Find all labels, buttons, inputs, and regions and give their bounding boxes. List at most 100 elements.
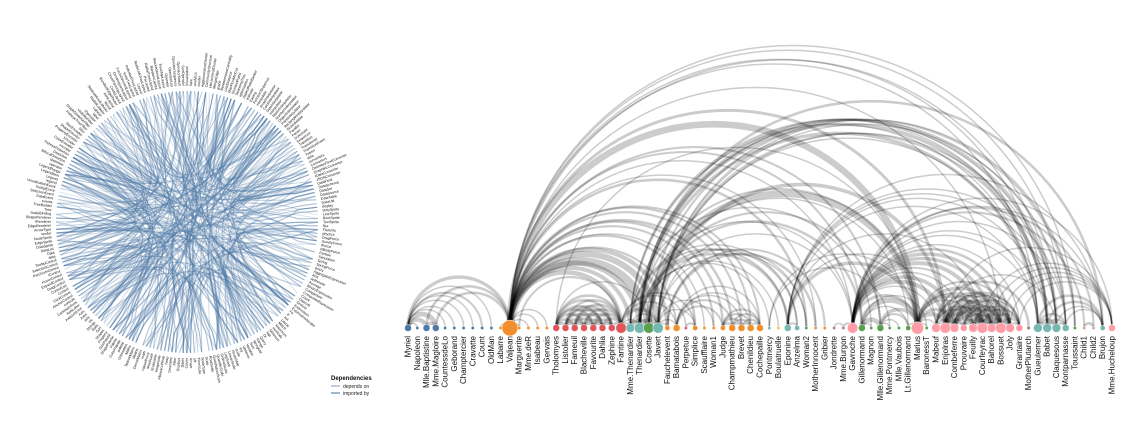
arc-label-bossuet: Bossuet: [996, 335, 1005, 365]
arc-node-mme-burgon[interactable]: [841, 326, 846, 330]
arc-node-blacheville[interactable]: [580, 324, 588, 332]
arc-node-bamatabois[interactable]: [672, 324, 681, 332]
bundle-edge: [122, 107, 315, 253]
bundle-edge: [223, 122, 279, 190]
arc-node-mme-thenardier[interactable]: [625, 323, 635, 333]
arc-node-mme-magloire[interactable]: [432, 324, 440, 332]
arc-node-oldman[interactable]: [489, 326, 494, 330]
arc-node-jondrette[interactable]: [832, 326, 837, 330]
arc-link: [425, 285, 512, 329]
arc-node-geborand[interactable]: [452, 326, 457, 330]
arc-node-mme-hucheloup[interactable]: [1108, 324, 1116, 332]
arc-node-courfeyrac[interactable]: [976, 322, 988, 334]
arc-link: [916, 280, 1012, 329]
bundle-edge: [98, 118, 268, 180]
arc-node-mlle-gillenormand[interactable]: [876, 324, 885, 332]
arc-node-combeferre[interactable]: [949, 323, 960, 333]
arc-node-eponine[interactable]: [784, 324, 792, 332]
arc-node-isabeau[interactable]: [535, 326, 540, 330]
arc-node-cosette[interactable]: [643, 322, 655, 334]
arc-link: [582, 312, 614, 329]
arc-node-napoleon[interactable]: [415, 326, 420, 330]
arc-node-cochepaille[interactable]: [756, 324, 764, 332]
bundle-label-stats-134: Stats: [91, 323, 100, 332]
arc-node-gribier[interactable]: [822, 326, 827, 330]
arc-node-gillenormand[interactable]: [858, 324, 866, 332]
arc-link: [508, 246, 678, 329]
arc-node-joly[interactable]: [1005, 323, 1015, 333]
arc-node-fameuil[interactable]: [570, 324, 579, 332]
arc-node-enjolras[interactable]: [939, 322, 951, 334]
arc-node-fauchelevent[interactable]: [664, 325, 671, 331]
arc-node-mme-pontmercy[interactable]: [887, 326, 892, 330]
arc-node-mme-der[interactable]: [526, 326, 531, 330]
arc-node-toussaint[interactable]: [1072, 326, 1077, 330]
bundle-label-vis-136: vis: [88, 318, 94, 324]
arc-node-gervais[interactable]: [544, 326, 549, 330]
arc-node-favourite[interactable]: [589, 324, 598, 332]
arc-node-mlle-vaubois[interactable]: [896, 326, 901, 330]
arc-node-woman1[interactable]: [711, 326, 716, 330]
arc-node-marguerite[interactable]: [517, 326, 522, 330]
arc-node-bossuet[interactable]: [995, 322, 1007, 334]
arc-link: [972, 305, 1021, 329]
arc-node-valjean[interactable]: [501, 319, 519, 337]
bundle-edge: [128, 125, 277, 340]
arc-node-baronesst[interactable]: [924, 326, 929, 330]
arc-node-claquesous[interactable]: [1051, 323, 1062, 333]
arc-node-child1[interactable]: [1082, 326, 1087, 330]
arc-link: [564, 312, 595, 329]
arc-node-brujon[interactable]: [1099, 325, 1106, 331]
arc-node-gavroche[interactable]: [847, 322, 859, 334]
arc-label-count: Count: [478, 335, 487, 357]
arc-node-montparnasse[interactable]: [1061, 324, 1070, 332]
arc-node-prouvaire[interactable]: [960, 324, 968, 332]
bundle-label-average-70: Average: [308, 280, 322, 289]
arc-node-scaufflaire[interactable]: [702, 326, 707, 330]
arc-node-count[interactable]: [480, 326, 485, 330]
arc-node-champmathieu[interactable]: [728, 324, 736, 332]
arc-node-zephine[interactable]: [608, 324, 616, 332]
arc-node-feuilly[interactable]: [968, 323, 978, 333]
arc-node-motherinnocent[interactable]: [813, 326, 818, 330]
arc-node-gueulemer[interactable]: [1033, 323, 1043, 333]
bundle-label-jsonconverter-43: JSONConverter: [316, 170, 342, 182]
arc-node-brevet[interactable]: [737, 324, 746, 332]
bundle-edge: [57, 239, 176, 352]
arc-node-anzelma[interactable]: [794, 325, 800, 331]
arc-node-lt-gillenormand[interactable]: [905, 325, 912, 331]
arc-node-boulatruelle[interactable]: [776, 326, 781, 330]
arc-node-grantaire[interactable]: [1015, 324, 1024, 332]
arc-node-judge[interactable]: [720, 325, 726, 331]
arc-node-mabeuf[interactable]: [931, 323, 941, 333]
arc-node-tholomyes[interactable]: [552, 324, 560, 332]
arc-node-woman2[interactable]: [804, 326, 809, 330]
arc-node-dahlia[interactable]: [598, 324, 607, 332]
bundle-edge: [222, 115, 274, 194]
arc-node-bahorel[interactable]: [986, 323, 997, 333]
arc-node-countessdelo[interactable]: [443, 326, 448, 330]
arc-node-chenildieu[interactable]: [746, 324, 755, 332]
arc-node-child2[interactable]: [1091, 326, 1096, 330]
arc-node-simplice[interactable]: [692, 325, 699, 331]
arc-node-magnon[interactable]: [869, 326, 874, 330]
arc-node-champtercier[interactable]: [461, 326, 466, 330]
arc-node-listolier[interactable]: [561, 324, 570, 332]
arc-link: [952, 307, 994, 329]
arc-link: [406, 291, 484, 329]
arc-node-babet[interactable]: [1042, 323, 1052, 333]
arc-node-myriel[interactable]: [404, 324, 412, 332]
arc-node-marius[interactable]: [911, 321, 924, 335]
arc-node-pontmercy[interactable]: [767, 326, 772, 330]
arc-node-perpetue[interactable]: [683, 326, 688, 330]
arc-node-fantine[interactable]: [615, 322, 627, 334]
arc-node-motherplutarch[interactable]: [1026, 326, 1031, 330]
bundle-edge: [74, 153, 145, 324]
arc-label-champtercier: Champtercier: [459, 336, 468, 384]
arc-node-javert[interactable]: [652, 322, 664, 334]
bundle-edge: [228, 151, 298, 306]
arc-link: [657, 308, 696, 329]
bundle-edge: [89, 94, 218, 311]
arc-node-cravatte[interactable]: [470, 326, 475, 330]
arc-node-mlle-baptistine[interactable]: [422, 324, 431, 332]
